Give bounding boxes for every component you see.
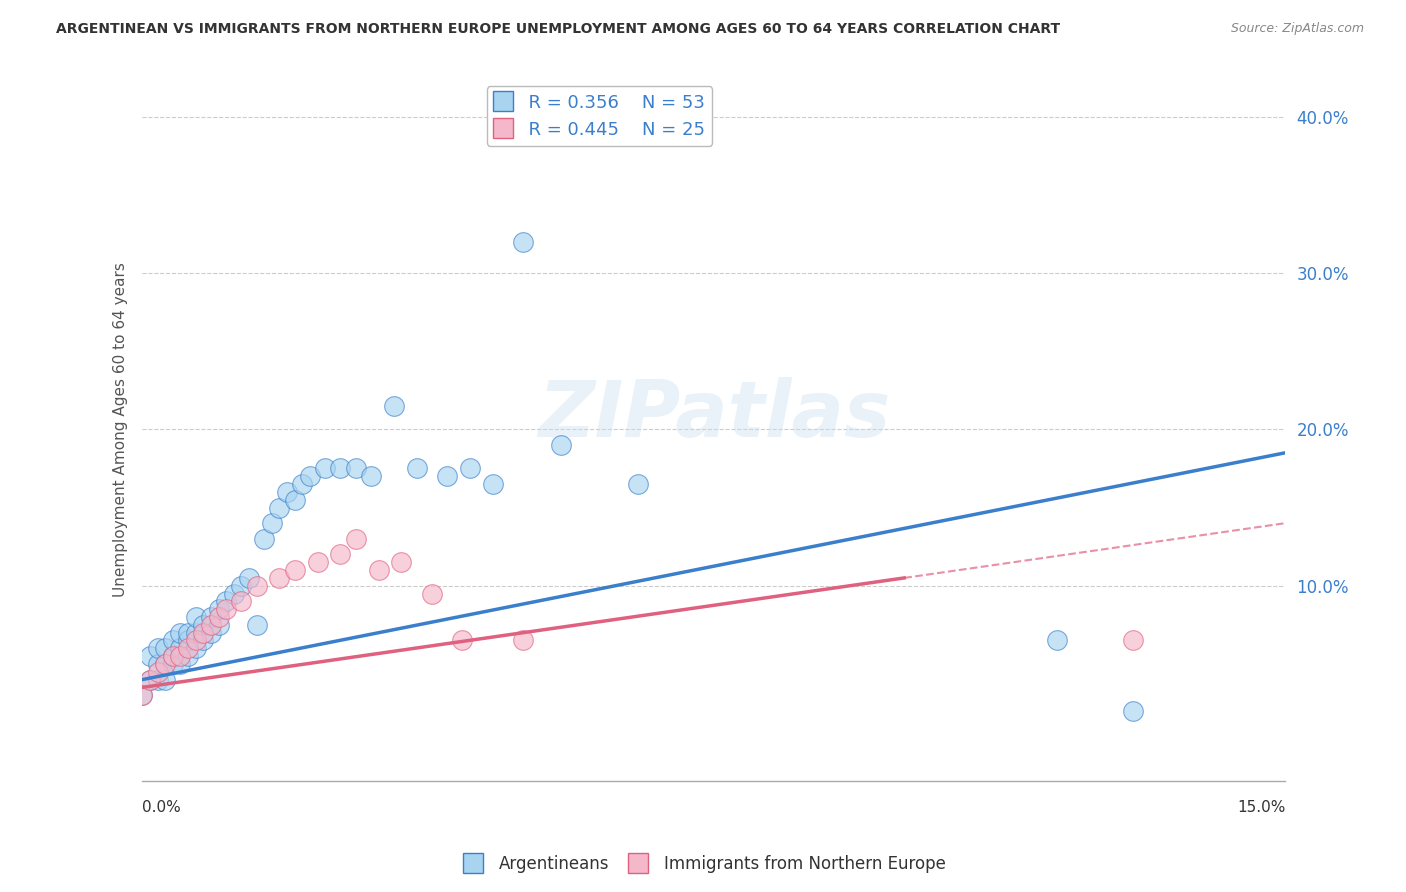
Point <box>512 235 534 249</box>
Point <box>153 673 176 687</box>
Point <box>184 625 207 640</box>
Point <box>200 610 222 624</box>
Point <box>146 673 169 687</box>
Point <box>131 688 153 702</box>
Point <box>360 469 382 483</box>
Point <box>382 399 405 413</box>
Text: ZIPatlas: ZIPatlas <box>537 377 890 453</box>
Point <box>367 563 389 577</box>
Point <box>169 657 191 671</box>
Point <box>344 461 367 475</box>
Y-axis label: Unemployment Among Ages 60 to 64 years: Unemployment Among Ages 60 to 64 years <box>114 262 128 597</box>
Point <box>169 649 191 664</box>
Point <box>215 594 238 608</box>
Point <box>184 610 207 624</box>
Point <box>131 688 153 702</box>
Point <box>512 633 534 648</box>
Point <box>1122 633 1144 648</box>
Point <box>291 477 314 491</box>
Point <box>246 579 269 593</box>
Legend: Argentineans, Immigrants from Northern Europe: Argentineans, Immigrants from Northern E… <box>454 848 952 880</box>
Point <box>238 571 260 585</box>
Point <box>146 657 169 671</box>
Point <box>307 555 329 569</box>
Point <box>169 625 191 640</box>
Text: 15.0%: 15.0% <box>1237 800 1285 815</box>
Point <box>207 610 229 624</box>
Point <box>420 586 443 600</box>
Point <box>284 563 307 577</box>
Point <box>146 665 169 679</box>
Point <box>1122 704 1144 718</box>
Point <box>215 602 238 616</box>
Point <box>177 641 200 656</box>
Point <box>550 438 572 452</box>
Point <box>269 500 291 515</box>
Point <box>200 625 222 640</box>
Point <box>153 657 176 671</box>
Point <box>276 484 298 499</box>
Point <box>458 461 481 475</box>
Point <box>207 602 229 616</box>
Point <box>193 625 215 640</box>
Point <box>162 633 184 648</box>
Point <box>246 617 269 632</box>
Text: ARGENTINEAN VS IMMIGRANTS FROM NORTHERN EUROPE UNEMPLOYMENT AMONG AGES 60 TO 64 : ARGENTINEAN VS IMMIGRANTS FROM NORTHERN … <box>56 22 1060 37</box>
Point <box>451 633 474 648</box>
Point <box>389 555 412 569</box>
Point <box>162 649 184 664</box>
Point <box>231 594 253 608</box>
Point <box>162 657 184 671</box>
Point <box>436 469 458 483</box>
Legend:   R = 0.356    N = 53,   R = 0.445    N = 25: R = 0.356 N = 53, R = 0.445 N = 25 <box>486 87 713 146</box>
Point <box>207 617 229 632</box>
Point <box>405 461 427 475</box>
Point <box>626 477 648 491</box>
Point <box>193 633 215 648</box>
Point <box>162 649 184 664</box>
Point <box>329 548 352 562</box>
Point <box>284 492 307 507</box>
Point <box>169 641 191 656</box>
Point <box>231 579 253 593</box>
Point <box>139 673 162 687</box>
Point <box>139 673 162 687</box>
Point <box>222 586 245 600</box>
Point <box>298 469 321 483</box>
Point <box>344 532 367 546</box>
Point <box>193 617 215 632</box>
Point <box>184 641 207 656</box>
Point <box>177 633 200 648</box>
Text: Source: ZipAtlas.com: Source: ZipAtlas.com <box>1230 22 1364 36</box>
Point <box>177 625 200 640</box>
Point <box>329 461 352 475</box>
Point <box>314 461 336 475</box>
Point <box>481 477 503 491</box>
Point <box>153 641 176 656</box>
Point <box>260 516 283 531</box>
Point <box>139 649 162 664</box>
Text: 0.0%: 0.0% <box>142 800 181 815</box>
Point <box>153 657 176 671</box>
Point <box>146 641 169 656</box>
Point <box>177 649 200 664</box>
Point <box>200 617 222 632</box>
Point <box>1046 633 1069 648</box>
Point <box>184 633 207 648</box>
Point <box>269 571 291 585</box>
Point <box>253 532 276 546</box>
